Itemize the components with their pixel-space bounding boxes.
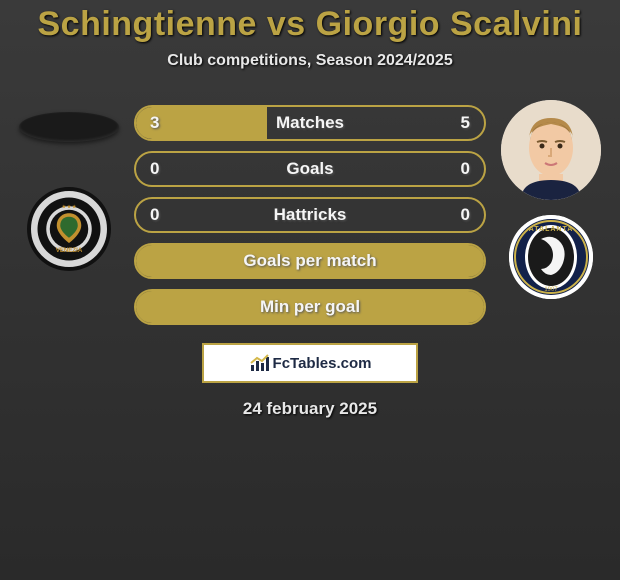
stat-label: Min per goal (136, 297, 484, 317)
brand-text: FcTables.com (273, 355, 372, 372)
subtitle: Club competitions, Season 2024/2025 (0, 52, 620, 70)
venezia-crest-icon: VENEZIA ★ ★ ★ (34, 194, 104, 264)
stat-value-right: 5 (461, 113, 470, 133)
chart-icon (249, 353, 271, 373)
svg-text:1907: 1907 (544, 287, 558, 293)
comparison-card: Schingtienne vs Giorgio Scalvini Club co… (0, 0, 620, 419)
stat-label: Goals per match (136, 251, 484, 271)
avatar-icon (501, 100, 601, 200)
stat-row: 0Goals0 (134, 151, 486, 187)
brand-box[interactable]: FcTables.com (202, 343, 418, 383)
stat-label: Matches (136, 113, 484, 133)
player-photo-right (501, 100, 601, 200)
club-badge-left: VENEZIA ★ ★ ★ (27, 187, 111, 271)
player-photo-left (19, 112, 119, 142)
stats-bars: 3Matches50Goals00Hattricks0Goals per mat… (134, 105, 486, 325)
date-text: 24 february 2025 (0, 399, 620, 419)
club-badge-right: ATALANTA 1907 (509, 215, 593, 299)
svg-text:★ ★ ★: ★ ★ ★ (61, 204, 76, 209)
page-title: Schingtienne vs Giorgio Scalvini (0, 5, 620, 44)
stat-label: Hattricks (136, 205, 484, 225)
stat-row: Min per goal (134, 289, 486, 325)
atalanta-crest-icon: ATALANTA 1907 (509, 215, 593, 299)
stat-row: Goals per match (134, 243, 486, 279)
main-row: VENEZIA ★ ★ ★ 3Matches50Goals00Hattricks… (0, 100, 620, 325)
left-player-column: VENEZIA ★ ★ ★ (14, 100, 124, 271)
stat-value-right: 0 (461, 205, 470, 225)
stat-row: 0Hattricks0 (134, 197, 486, 233)
stat-value-right: 0 (461, 159, 470, 179)
svg-text:ATALANTA: ATALANTA (529, 226, 574, 233)
svg-text:VENEZIA: VENEZIA (56, 247, 83, 254)
stat-label: Goals (136, 159, 484, 179)
right-player-column: ATALANTA 1907 (496, 100, 606, 299)
stat-row: 3Matches5 (134, 105, 486, 141)
